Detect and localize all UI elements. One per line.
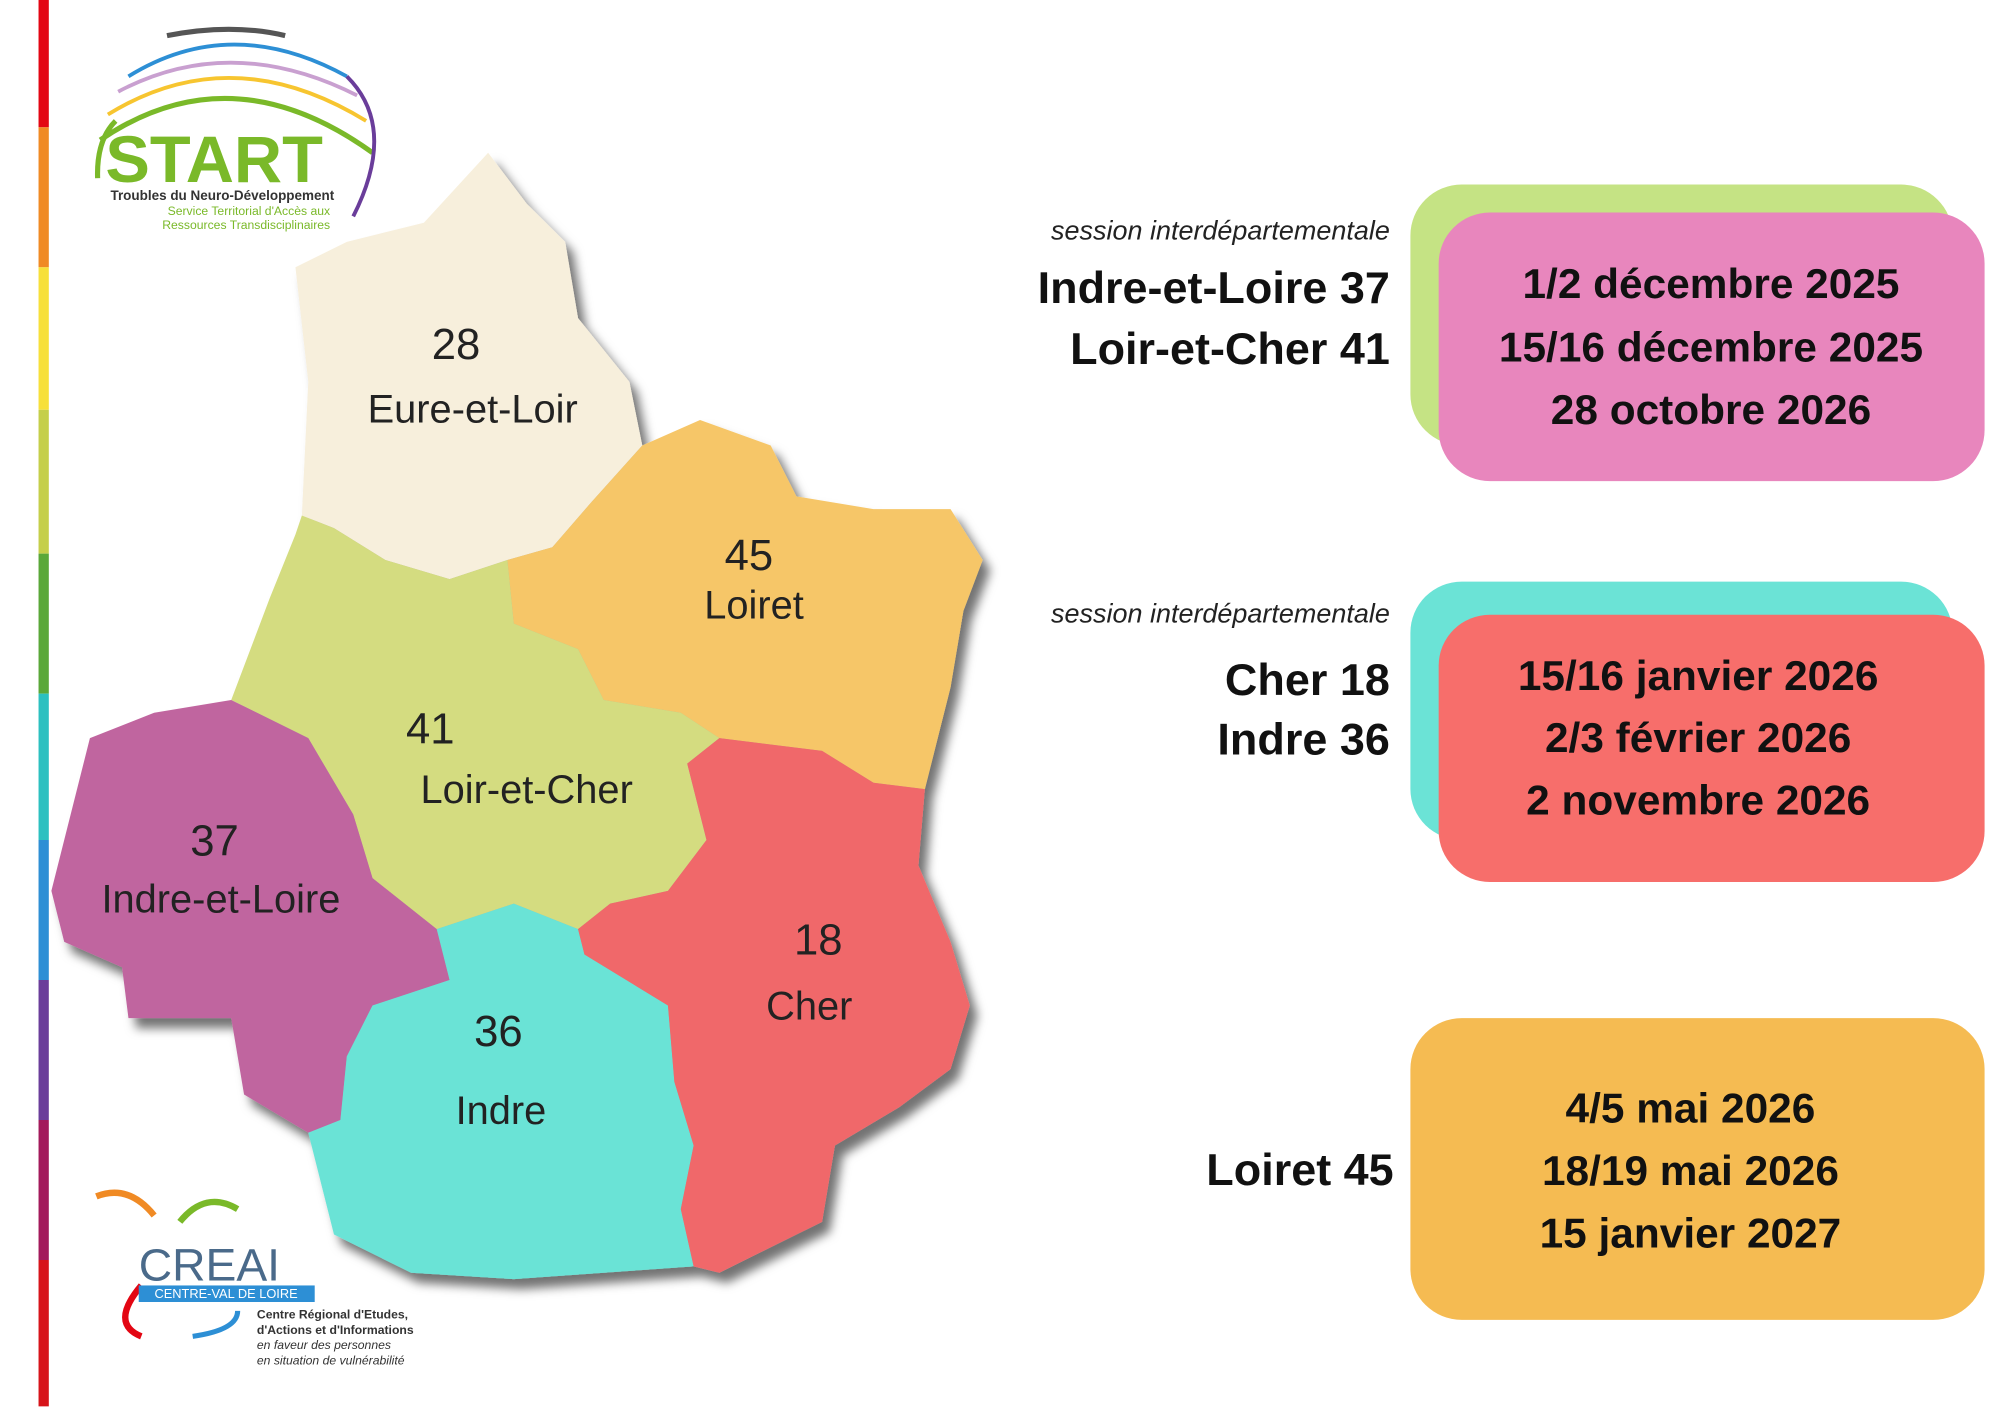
session-date: 2 novembre 2026 — [1526, 777, 1870, 824]
session: session interdépartementale Indre-et-Loi… — [1038, 184, 1985, 482]
department-number: 36 — [474, 1008, 523, 1056]
map-labels: 28 Eure-et-Loir 45 Loiret 41 Loir-et-Che… — [101, 321, 852, 1133]
creai-region: CENTRE-VAL DE LOIRE — [154, 1286, 297, 1301]
rainbow-strip — [38, 0, 49, 1407]
department-number: 28 — [432, 321, 481, 369]
department-shape — [51, 700, 450, 1133]
region-map — [51, 152, 983, 1280]
session-department: Cher 18 — [1225, 655, 1390, 705]
department-name: Indre — [456, 1089, 547, 1133]
department-shape — [231, 515, 720, 930]
session-date: 15/16 décembre 2025 — [1499, 324, 1923, 371]
session-note: session interdépartementale — [1051, 215, 1390, 245]
creai-name: CREAI — [139, 1239, 280, 1291]
session-date: 4/5 mai 2026 — [1566, 1085, 1816, 1132]
start-line: Service Territorial d'Accès aux — [168, 204, 331, 218]
session-department: Indre 36 — [1217, 715, 1389, 765]
date-card — [1410, 1018, 1985, 1320]
session-department: Loir-et-Cher 41 — [1070, 324, 1390, 374]
creai-line: Centre Régional d'Etudes, — [257, 1308, 408, 1322]
session-date: 28 octobre 2026 — [1551, 386, 1871, 433]
department-name: Eure-et-Loir — [368, 388, 578, 432]
session-department: Indre-et-Loire 37 — [1038, 263, 1390, 313]
department-name: Loir-et-Cher — [420, 768, 632, 812]
department-number: 18 — [794, 917, 843, 965]
session: Loiret 45 4/5 mai 2026 18/19 mai 2026 15… — [1206, 1018, 1985, 1320]
session-date: 15/16 janvier 2026 — [1518, 652, 1879, 699]
session-date: 18/19 mai 2026 — [1542, 1147, 1839, 1194]
start-name: START — [105, 123, 323, 197]
creai-logo: CREAI CENTRE-VAL DE LOIRE Centre Régiona… — [95, 1189, 414, 1367]
department-shape — [507, 420, 983, 790]
department-shape — [295, 152, 643, 580]
start-subtitle: Troubles du Neuro-Développement — [110, 188, 334, 203]
department-number: 41 — [406, 705, 455, 753]
session-department: Loiret 45 — [1206, 1145, 1393, 1195]
department-name: Indre-et-Loire — [101, 878, 340, 922]
date-card — [1438, 614, 1985, 882]
department-name: Cher — [766, 985, 852, 1029]
department-number: 45 — [725, 532, 774, 580]
session: session interdépartementale Cher 18 Indr… — [1051, 581, 1985, 882]
start-line: Ressources Transdisciplinaires — [162, 218, 330, 232]
creai-line: en situation de vulnérabilité — [257, 1353, 405, 1367]
department-name: Loiret — [704, 584, 804, 628]
department-shape — [308, 903, 694, 1280]
start-logo: START Troubles du Neuro-Développement Se… — [95, 26, 377, 232]
creai-line: d'Actions et d'Informations — [257, 1323, 414, 1337]
session-date: 2/3 février 2026 — [1545, 714, 1851, 761]
department-shape — [578, 738, 970, 1273]
department-number: 37 — [190, 817, 239, 865]
creai-line: en faveur des personnes — [257, 1338, 391, 1352]
session-note: session interdépartementale — [1051, 598, 1390, 628]
date-card — [1438, 212, 1985, 482]
session-date: 1/2 décembre 2025 — [1522, 260, 1899, 307]
session-date: 15 janvier 2027 — [1540, 1209, 1842, 1256]
